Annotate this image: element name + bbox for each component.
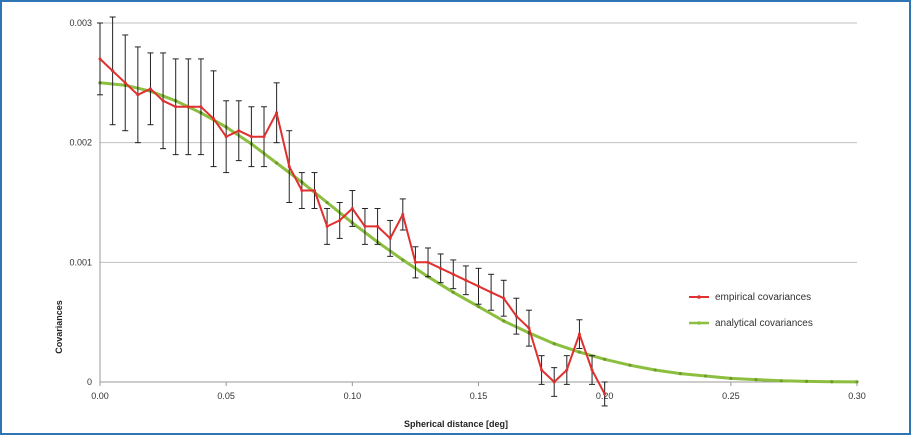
empirical-point-2	[123, 81, 127, 85]
x-tick-label-5: 0.25	[722, 391, 740, 401]
analytical-point-15	[476, 305, 481, 309]
empirical-point-37	[565, 368, 569, 372]
analytical-point-16	[502, 319, 506, 323]
analytical-point-21	[628, 363, 632, 367]
empirical-point-35	[540, 368, 544, 372]
empirical-point-38	[577, 332, 581, 336]
empirical-point-11	[237, 129, 241, 133]
empirical-point-25	[413, 260, 417, 264]
empirical-point-15	[287, 165, 291, 169]
analytical-point-22	[653, 368, 657, 372]
empirical-point-28	[451, 272, 455, 276]
x-tick-label-3: 0.15	[470, 391, 488, 401]
analytical-point-7	[275, 161, 279, 165]
empirical-point-13	[262, 135, 266, 139]
analytical-point-19	[577, 350, 582, 354]
empirical-point-26	[426, 260, 430, 264]
empirical-point-39	[590, 368, 594, 372]
analytical-point-25	[729, 376, 733, 381]
empirical-point-40	[603, 392, 607, 396]
empirical-point-16	[300, 189, 304, 193]
legend: empirical covariances analytical covaria…	[689, 292, 813, 329]
legend-marker-empirical	[697, 295, 701, 299]
empirical-point-33	[514, 314, 518, 318]
y-tick-labels: 0 0.001 0.002 0.003	[69, 18, 92, 387]
analytical-point-20	[603, 357, 607, 361]
analytical-point-26	[754, 378, 758, 382]
analytical-point-28	[804, 379, 809, 384]
x-tick-label-6: 0.30	[848, 391, 866, 401]
analytical-point-18	[552, 342, 556, 346]
x-tick-labels: 0.00 0.05 0.10 0.15 0.20 0.25 0.30	[91, 391, 866, 401]
empirical-point-34	[527, 326, 531, 330]
analytical-point-14	[451, 290, 455, 294]
empirical-point-9	[212, 117, 216, 121]
empirical-point-30	[477, 284, 480, 288]
x-tick-label-0: 0.00	[91, 391, 109, 401]
analytical-point-9	[325, 200, 329, 205]
analytical-point-23	[678, 372, 682, 376]
legend-label-empirical: empirical covariances	[715, 292, 811, 303]
analytical-point-27	[779, 379, 783, 383]
empirical-point-8	[199, 105, 203, 109]
x-axis-title: Spherical distance [deg]	[404, 419, 508, 429]
empirical-point-27	[439, 266, 443, 270]
empirical-point-31	[489, 290, 493, 294]
empirical-point-23	[388, 236, 392, 240]
empirical-point-18	[325, 224, 329, 228]
x-tick-label-1: 0.05	[217, 391, 235, 401]
empirical-point-6	[174, 105, 178, 109]
y-tick-label-3: 0.003	[69, 18, 92, 28]
empirical-point-0	[98, 57, 102, 61]
empirical-point-22	[376, 224, 380, 228]
empirical-point-29	[464, 278, 468, 282]
empirical-point-7	[186, 105, 190, 109]
y-axis-title: Covariances	[54, 300, 64, 354]
empirical-point-36	[552, 380, 556, 384]
empirical-point-17	[312, 189, 316, 193]
x-tick-label-2: 0.10	[344, 391, 362, 401]
y-tick-label-1: 0.001	[69, 257, 92, 267]
empirical-point-4	[148, 87, 152, 91]
empirical-point-19	[338, 218, 342, 222]
analytical-point-12	[401, 258, 405, 262]
empirical-point-32	[502, 296, 506, 300]
empirical-point-1	[111, 69, 115, 73]
analytical-point-29	[830, 380, 834, 384]
empirical-point-5	[161, 99, 165, 103]
empirical-point-3	[136, 93, 140, 97]
empirical-point-14	[275, 111, 279, 115]
empirical-point-20	[350, 206, 354, 210]
legend-marker-analytical	[697, 321, 701, 325]
empirical-point-24	[401, 212, 405, 216]
y-tick-label-0: 0	[87, 377, 92, 387]
legend-label-analytical: analytical covariances	[715, 318, 813, 329]
empirical-point-10	[224, 135, 228, 139]
analytical-point-24	[704, 374, 708, 378]
series-layer	[97, 16, 859, 407]
y-tick-label-2: 0.002	[69, 138, 92, 148]
empirical-point-21	[363, 224, 367, 228]
analytical-point-30	[855, 380, 859, 384]
empirical-point-12	[249, 135, 253, 139]
